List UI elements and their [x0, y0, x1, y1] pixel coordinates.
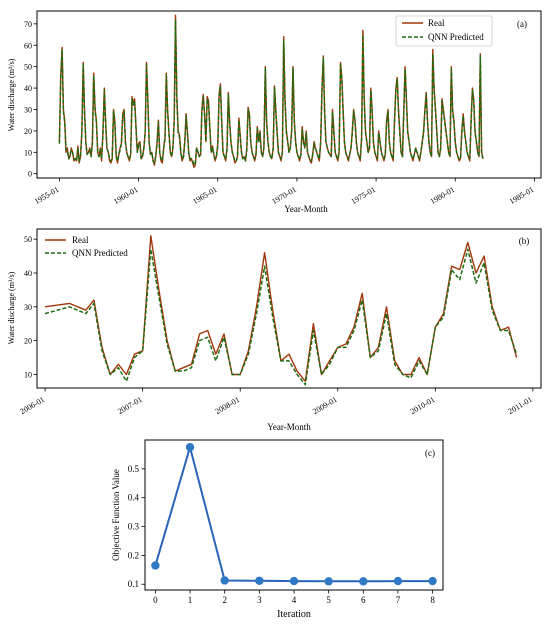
- panel-b-x-axis-label: Year-Month: [267, 422, 311, 432]
- panel-a-legend: Real QNN Predicted: [395, 15, 493, 47]
- panel-c-frame: [144, 439, 444, 591]
- x-tick-label: 1960-01: [112, 185, 140, 206]
- objective-point: [185, 443, 195, 452]
- y-tick-label: 70: [24, 20, 32, 29]
- y-tick-label: 20: [24, 337, 32, 346]
- panel-b-legend: Real QNN Predicted: [45, 235, 128, 258]
- panel-a-legend-real: Real: [428, 18, 445, 28]
- objective-point: [359, 577, 368, 586]
- x-tick-label: 8: [430, 595, 435, 605]
- y-tick-label: 0.4: [128, 493, 140, 503]
- panel-a-marks: [58, 14, 484, 169]
- objective-point: [428, 576, 437, 586]
- x-tick-label: 4: [292, 595, 297, 605]
- x-tick-label: 2009-01: [311, 395, 339, 416]
- y-tick-label: 0.1: [128, 579, 139, 589]
- panel-a-y-ticks: 0 10 20 30 40 50 60 70: [24, 20, 37, 179]
- panel-b-legend-real: Real: [72, 235, 89, 245]
- panel-b-marks: [44, 235, 518, 386]
- panel-c-x-ticks: 0 1 2 3 4 5 6 7 8: [153, 590, 435, 605]
- panel-b-y-ticks: 10 20 30 40 50: [24, 235, 37, 379]
- panel-c-label: (c): [425, 448, 435, 458]
- objective-point: [151, 561, 160, 570]
- x-tick-label: 1965-01: [191, 185, 219, 206]
- panel-a-x-axis-label: Year-Month: [284, 204, 328, 214]
- objective-point: [324, 577, 333, 586]
- x-tick-label: 6: [361, 595, 366, 605]
- panel-a-label: (a): [517, 19, 527, 29]
- y-tick-label: 30: [24, 303, 32, 312]
- panel-a-legend-predicted: QNN Predicted: [428, 32, 484, 42]
- panel-b-legend-predicted: QNN Predicted: [72, 248, 128, 258]
- panel-b-chart: 2006-01 2007-01 2008-01 2009-01 2010-01 2011-…: [7, 228, 542, 432]
- panel-c-marks: [151, 443, 437, 586]
- y-tick-label: 20: [24, 127, 32, 136]
- panel-b-y-axis-label: Water discharge (m³/s): [7, 271, 16, 344]
- y-tick-label: 10: [24, 370, 32, 379]
- x-tick-label: 2007-01: [116, 395, 144, 416]
- objective-point: [220, 576, 229, 585]
- objective-line: [154, 446, 433, 583]
- y-tick-label: 30: [24, 105, 32, 114]
- y-tick-label: 50: [24, 235, 32, 244]
- panel-a-x-ticks: 1955-01 1960-01 1965-01 1970-01 1975-01 1980-…: [33, 178, 536, 206]
- panel-b-frame: [36, 228, 542, 389]
- x-tick-label: 1970-01: [270, 185, 298, 206]
- y-tick-label: 0.3: [128, 522, 140, 532]
- objective-point: [393, 576, 403, 586]
- panel-a-chart: 1955-01 1960-01 1965-01 1970-01 1975-01 1980-…: [7, 10, 542, 214]
- x-tick-label: 5: [326, 595, 331, 605]
- x-tick-label: 1980-01: [429, 185, 457, 206]
- panel-a-y-axis-label: Water discharge (m³/s): [7, 58, 16, 131]
- y-tick-label: 60: [24, 41, 32, 50]
- panel-b-x-ticks: 2006-01 2007-01 2008-01 2009-01 2010-01 2011-…: [19, 388, 534, 416]
- x-tick-label: 2008-01: [214, 395, 242, 416]
- y-tick-label: 0.2: [128, 550, 139, 560]
- x-tick-label: 2006-01: [19, 395, 47, 416]
- panel-a-frame: [36, 10, 542, 179]
- y-tick-label: 10: [24, 148, 32, 157]
- x-tick-label: 1975-01: [349, 185, 377, 206]
- x-tick-label: 1955-01: [33, 185, 61, 206]
- objective-point: [289, 576, 299, 586]
- series-predicted-line: [44, 248, 518, 386]
- y-tick-label: 0.5: [128, 464, 140, 474]
- x-tick-label: 0: [153, 595, 158, 605]
- y-tick-label: 40: [24, 84, 32, 93]
- panel-c-y-axis-label: Objective Function Value: [111, 469, 121, 561]
- x-tick-label: 1985-01: [508, 185, 536, 206]
- x-tick-label: 2: [222, 595, 227, 605]
- y-tick-label: 0: [28, 170, 32, 179]
- x-tick-label: 2010-01: [409, 395, 437, 416]
- x-tick-label: 7: [396, 595, 401, 605]
- x-tick-label: 2011-01: [507, 395, 534, 416]
- y-tick-label: 50: [24, 63, 32, 72]
- y-tick-label: 40: [24, 269, 32, 278]
- x-tick-label: 1: [188, 595, 193, 605]
- panel-b-label: (b): [519, 236, 530, 246]
- objective-point: [255, 576, 264, 585]
- panel-c-x-axis-label: Iteration: [277, 609, 311, 620]
- series-predicted-line: [58, 18, 484, 166]
- panel-c-y-ticks: 0.1 0.2 0.3 0.4 0.5: [128, 464, 145, 589]
- x-tick-label: 3: [257, 595, 262, 605]
